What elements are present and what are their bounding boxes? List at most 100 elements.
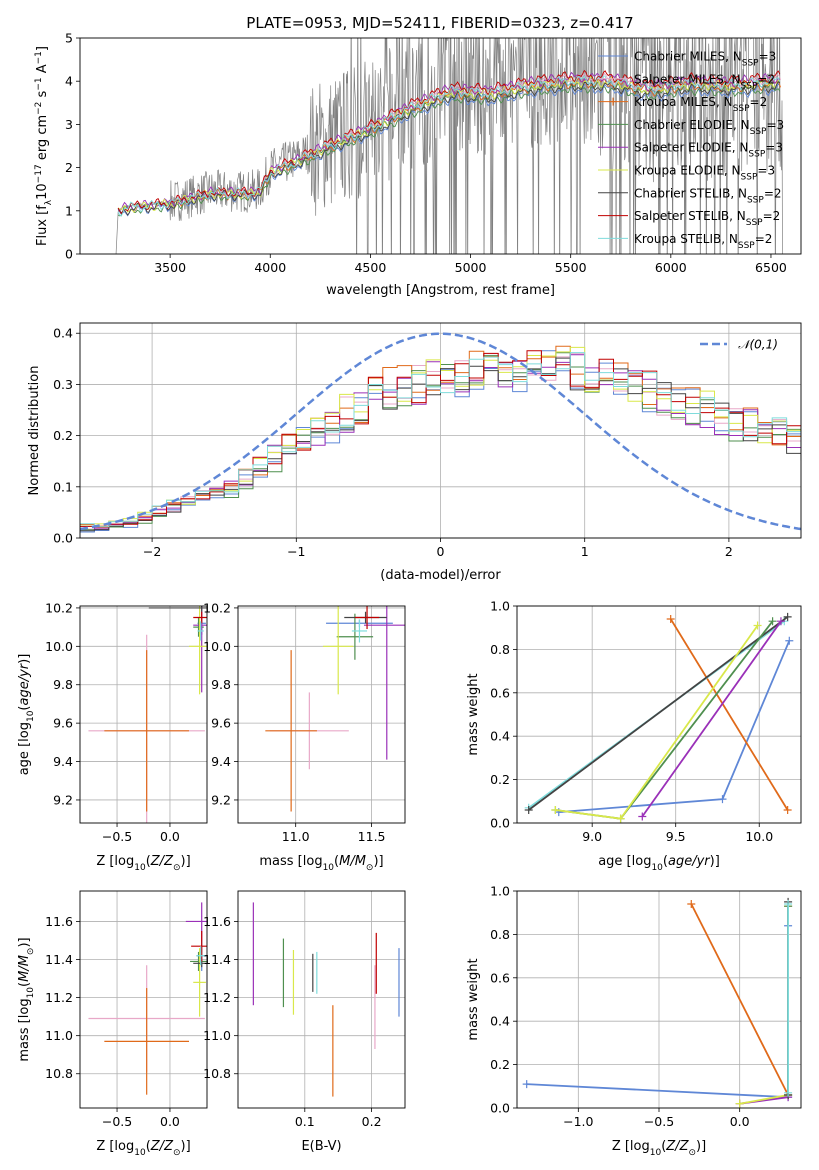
tick-label-y: 0.1 (53, 479, 73, 494)
tick-label-y: 1 (65, 203, 73, 218)
tick-label-y: 0 (65, 247, 73, 262)
weight-marker (666, 615, 675, 624)
weight-marker (551, 805, 560, 814)
tick-label-y: 9.6 (211, 716, 231, 731)
axes-weight_vs_age: 9.0 9.5 10.0 0.0 0.2 0.4 0.6 0.8 1.0 (490, 599, 801, 844)
tick-label-x: 4000 (254, 260, 286, 275)
weight-line-2 (669, 618, 789, 811)
mass-vs-metallicity-xlabel: Z [log10(Z/Z⊙)] (96, 1139, 190, 1158)
tick-label-y: 0.0 (53, 531, 73, 546)
residuals-xlabel: (data-model)/error (380, 568, 501, 583)
tick-label-x: 9.0 (582, 829, 602, 844)
tick-label-x: 4500 (354, 260, 386, 275)
tick-label-y: 0.6 (490, 685, 510, 700)
tick-label-y: 11.0 (45, 1028, 73, 1043)
age-vs-metallicity-xlabel: Z [log10(Z/Z⊙)] (96, 854, 190, 873)
spectrum-lines (115, 38, 783, 254)
weight-marker (785, 636, 794, 645)
tick-label-y: 0.8 (490, 642, 510, 657)
axes-weight_vs_Z: −1.0 −0.5 0.0 0.0 0.2 0.4 0.6 0.8 1.0 (490, 884, 801, 1129)
weight-marker (735, 1099, 744, 1108)
residual-histogram-8 (80, 352, 801, 528)
weight-line-0 (558, 640, 791, 813)
tick-label-x: −0.5 (102, 1114, 132, 1129)
weight-line-4 (641, 620, 782, 818)
weight-marker (783, 805, 792, 814)
axes-mass_vs_EBV: 0.1 0.2 10.8 11.0 11.2 11.4 11.6 (203, 891, 405, 1129)
legend-label-0: Chabrier MILES, NSSP=3 (634, 50, 776, 69)
weight-marker (718, 795, 727, 804)
weight-line-6 (528, 616, 789, 811)
model-spectrum-4 (118, 71, 781, 213)
tick-label-x: 11.5 (358, 829, 386, 844)
legend-label-2: Kroupa MILES, NSSP=2 (634, 95, 767, 114)
axes-age_vs_mass: 11.0 11.5 9.2 9.4 9.6 9.8 10.0 10.2 (203, 600, 405, 844)
legend-label-1: Salpeter MILES, NSSP=2 (634, 72, 775, 91)
weight-marker (776, 617, 785, 626)
tick-label-x: 1 (581, 544, 589, 559)
weight-vs-age-series (524, 612, 794, 823)
tick-label-y: 10.2 (203, 600, 231, 615)
weight-vs-metallicity-series (522, 897, 793, 1108)
tick-label-x: 0.0 (160, 829, 180, 844)
tick-label-y: 11.4 (45, 952, 73, 967)
weight-marker (687, 900, 696, 909)
tick-label-y: 10.8 (203, 1066, 231, 1081)
spectrum-xlabel: wavelength [Angstrom, rest frame] (326, 283, 555, 298)
tick-label-y: 0.0 (490, 1101, 510, 1116)
weight-marker (522, 1080, 531, 1089)
tick-label-x: 0 (437, 544, 445, 559)
figure-title: PLATE=0953, MJD=52411, FIBERID=0323, z=0… (246, 14, 633, 32)
tick-label-x: 11.0 (282, 829, 310, 844)
tick-label-x: 5500 (555, 260, 587, 275)
tick-label-y: 10.2 (45, 600, 73, 615)
tick-label-y: 1.0 (490, 599, 510, 614)
tick-label-y: 3 (65, 117, 73, 132)
tick-label-y: 10.8 (45, 1066, 73, 1081)
residual-histograms (80, 332, 801, 533)
tick-label-y: 0.2 (490, 772, 510, 787)
tick-label-x: 6000 (655, 260, 687, 275)
legend-label-5: Kroupa ELODIE, NSSP=3 (634, 164, 775, 183)
tick-label-x: 2 (725, 544, 733, 559)
tick-label-y: 11.0 (203, 1028, 231, 1043)
tick-label-x: −0.5 (644, 1114, 674, 1129)
legend-normal-label: 𝒩(0,1) (738, 338, 778, 352)
weight-vs-metallicity-frame (516, 890, 802, 1109)
weight-marker (768, 617, 777, 626)
weight-line-5 (739, 906, 789, 1105)
axes-residuals: −2 −1 0 1 2 0.0 0.1 0.2 0.3 0.4 (53, 323, 801, 559)
mass-vs-metallicity-points (88, 902, 207, 1095)
tick-label-x: −2 (143, 544, 161, 559)
tick-label-y: 0.4 (490, 729, 510, 744)
legend-label-3: Chabrier ELODIE, NSSP=3 (634, 118, 784, 137)
tick-label-y: 9.2 (211, 792, 231, 807)
tick-label-y: 10.0 (45, 639, 73, 654)
age-vs-mass-points (265, 606, 405, 812)
tick-label-y: 0.8 (490, 927, 510, 942)
weight-marker (783, 612, 792, 621)
legend-label-6: Chabrier STELIB, NSSP=2 (634, 186, 782, 205)
tick-label-y: 11.4 (203, 952, 231, 967)
axes-spectrum: 3500 4000 4500 5000 5500 6000 6500 0 1 2 3 4 5 (65, 31, 787, 276)
tick-label-y: 9.8 (53, 677, 73, 692)
tick-label-y: 11.2 (45, 990, 73, 1005)
tick-label-y: 0.4 (53, 326, 73, 341)
weight-line-0 (526, 925, 789, 1099)
mass-vs-ebv-frame (237, 890, 406, 1109)
age-vs-mass-xlabel: mass [log10(M/M⊙)] (259, 854, 383, 873)
legend-label-8: Kroupa STELIB, NSSP=2 (634, 232, 772, 251)
spectrum-legend: Chabrier MILES, NSSP=3 Salpeter MILES, NS… (598, 50, 784, 251)
axes-mass_vs_Z: −0.5 0.0 10.8 11.0 11.2 11.4 11.6 (45, 891, 207, 1129)
mass-vs-metallicity-ylabel: mass [log10(M/M⊙)] (17, 937, 36, 1061)
weight-marker (784, 900, 793, 909)
age-vs-mass-frame (237, 605, 406, 824)
tick-label-y: 9.4 (53, 754, 73, 769)
mass-vs-ebv-points (252, 902, 400, 1097)
tick-label-x: 0.0 (730, 1114, 750, 1129)
tick-label-y: 0.2 (53, 428, 73, 443)
tick-label-y: 9.4 (211, 754, 231, 769)
tick-label-y: 1.0 (490, 884, 510, 899)
age-vs-metallicity-ylabel: age [log10(age/yr)] (17, 654, 36, 776)
